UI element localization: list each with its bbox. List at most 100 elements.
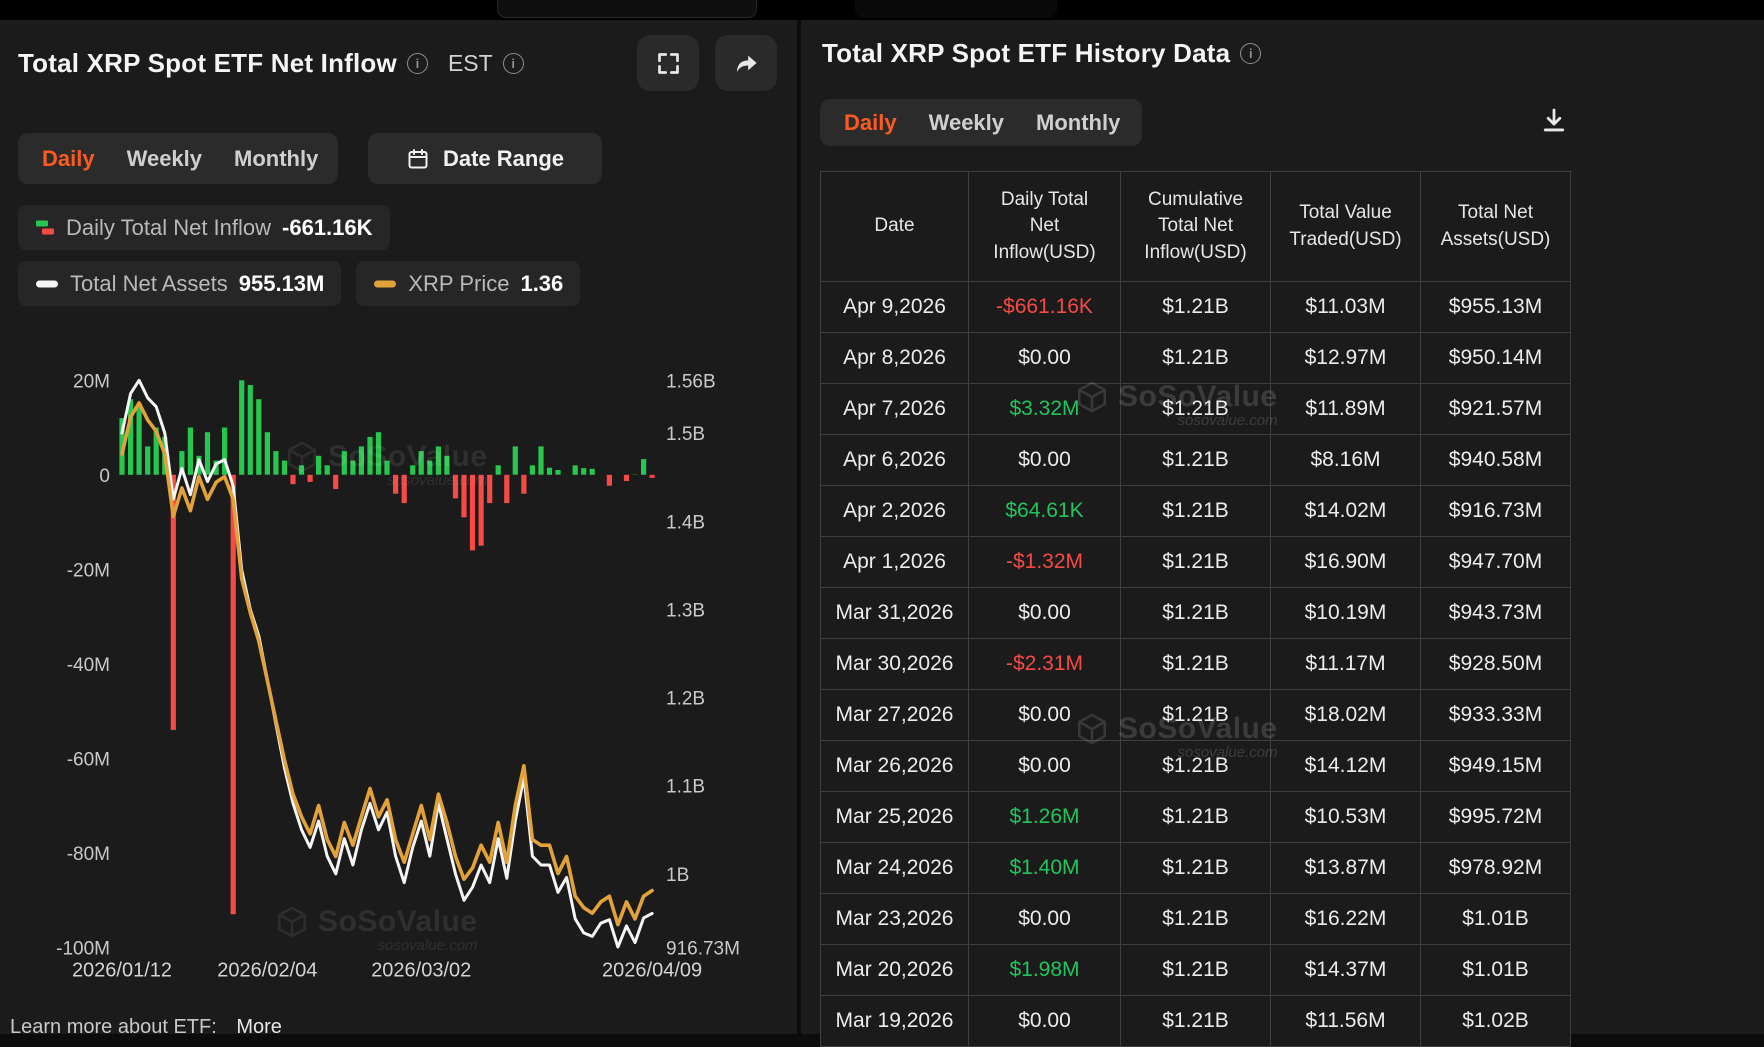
column-header: Total Value Traded(USD) (1271, 172, 1421, 282)
cell-daily-inflow: $3.32M (969, 384, 1121, 435)
chart-tab-weekly[interactable]: Weekly (111, 133, 218, 184)
cell-date: Apr 1,2026 (821, 537, 969, 588)
cell-daily-inflow: $1.40M (969, 843, 1121, 894)
svg-text:2026/02/04: 2026/02/04 (217, 960, 317, 982)
history-header: Total XRP Spot ETF History Data (822, 32, 1261, 74)
inflow-chart-svg[interactable]: 20M0-20M-40M-60M-80M-100M1.56B1.5B1.4B1.… (0, 300, 797, 1034)
table-tab-daily[interactable]: Daily (828, 99, 913, 146)
cell-daily-inflow: $1.26M (969, 792, 1121, 843)
svg-text:2026/03/02: 2026/03/02 (371, 960, 471, 982)
history-title-info-icon[interactable] (1240, 43, 1261, 64)
cell-value-traded: $14.37M (1271, 945, 1421, 996)
cell-value-traded: $16.22M (1271, 894, 1421, 945)
cell-daily-inflow: $64.61K (969, 486, 1121, 537)
cell-value-traded: $18.02M (1271, 690, 1421, 741)
cell-date: Mar 27,2026 (821, 690, 969, 741)
chart-title-info-icon[interactable] (407, 53, 428, 74)
cell-date: Apr 2,2026 (821, 486, 969, 537)
legend-value: 955.13M (239, 271, 325, 297)
cell-net-assets: $949.15M (1421, 741, 1571, 792)
svg-text:1.2B: 1.2B (666, 689, 705, 710)
cell-cumulative-inflow: $1.21B (1121, 333, 1271, 384)
cell-net-assets: $950.14M (1421, 333, 1571, 384)
date-range-label: Date Range (443, 146, 564, 172)
cell-cumulative-inflow: $1.21B (1121, 384, 1271, 435)
cell-cumulative-inflow: $1.21B (1121, 537, 1271, 588)
cell-daily-inflow: $0.00 (969, 996, 1121, 1047)
cell-daily-inflow: -$1.32M (969, 537, 1121, 588)
cell-daily-inflow: $1.98M (969, 945, 1121, 996)
history-title: Total XRP Spot ETF History Data (822, 38, 1230, 69)
cell-net-assets: $1.02B (1421, 996, 1571, 1047)
svg-text:20M: 20M (73, 371, 110, 392)
cell-daily-inflow: $0.00 (969, 588, 1121, 639)
browser-tab-shape (497, 0, 757, 18)
cell-value-traded: $8.16M (1271, 435, 1421, 486)
cell-cumulative-inflow: $1.21B (1121, 894, 1271, 945)
svg-text:1.56B: 1.56B (666, 371, 716, 392)
timezone-info-icon[interactable] (503, 53, 524, 74)
cell-net-assets: $1.01B (1421, 945, 1571, 996)
cell-cumulative-inflow: $1.21B (1121, 588, 1271, 639)
cell-cumulative-inflow: $1.21B (1121, 690, 1271, 741)
cell-net-assets: $947.70M (1421, 537, 1571, 588)
legend-value: -661.16K (282, 215, 373, 241)
cell-date: Mar 30,2026 (821, 639, 969, 690)
chart-tab-daily[interactable]: Daily (26, 133, 111, 184)
svg-text:-20M: -20M (67, 560, 110, 581)
legend-daily-net-inflow[interactable]: Daily Total Net Inflow -661.16K (18, 205, 390, 250)
cell-value-traded: $14.02M (1271, 486, 1421, 537)
chart-panel: Total XRP Spot ETF Net Inflow EST DailyW… (0, 20, 797, 1034)
column-header: Cumulative Total Net Inflow(USD) (1121, 172, 1271, 282)
share-button[interactable] (715, 35, 777, 91)
cell-value-traded: $16.90M (1271, 537, 1421, 588)
cell-net-assets: $978.92M (1421, 843, 1571, 894)
cell-date: Apr 9,2026 (821, 282, 969, 333)
chart-title: Total XRP Spot ETF Net Inflow (18, 48, 397, 79)
svg-text:-80M: -80M (67, 844, 110, 865)
cell-daily-inflow: $0.00 (969, 333, 1121, 384)
legend-label: XRP Price (408, 271, 509, 297)
cell-net-assets: $921.57M (1421, 384, 1571, 435)
cell-cumulative-inflow: $1.21B (1121, 639, 1271, 690)
column-header: Date (821, 172, 969, 282)
cell-value-traded: $14.12M (1271, 741, 1421, 792)
price-legend-icon (373, 280, 397, 288)
cell-value-traded: $10.53M (1271, 792, 1421, 843)
cell-date: Mar 26,2026 (821, 741, 969, 792)
cell-value-traded: $11.56M (1271, 996, 1421, 1047)
cell-date: Apr 6,2026 (821, 435, 969, 486)
download-icon (1540, 106, 1568, 134)
cell-net-assets: $955.13M (1421, 282, 1571, 333)
footer-learn-more: Learn more about ETF: More (10, 1016, 282, 1039)
footer-more-link[interactable]: More (236, 1016, 282, 1038)
cell-daily-inflow: $0.00 (969, 894, 1121, 945)
chart-tab-monthly[interactable]: Monthly (218, 133, 334, 184)
cell-cumulative-inflow: $1.21B (1121, 486, 1271, 537)
legend-value: 1.36 (520, 271, 563, 297)
cell-daily-inflow: -$661.16K (969, 282, 1121, 333)
browser-tab-shape-2 (855, 0, 1057, 18)
date-range-button[interactable]: Date Range (368, 133, 602, 184)
download-button[interactable] (1536, 102, 1572, 138)
chart-legend-row-1: Daily Total Net Inflow -661.16K (18, 205, 390, 250)
cell-value-traded: $10.19M (1271, 588, 1421, 639)
cell-net-assets: $1.01B (1421, 894, 1571, 945)
cell-net-assets: $995.72M (1421, 792, 1571, 843)
legend-label: Total Net Assets (70, 271, 228, 297)
cell-daily-inflow: $0.00 (969, 690, 1121, 741)
cell-net-assets: $916.73M (1421, 486, 1571, 537)
fullscreen-button[interactable] (637, 35, 699, 91)
cell-net-assets: $940.58M (1421, 435, 1571, 486)
footer-text: Learn more about ETF: (10, 1016, 217, 1038)
cell-date: Apr 7,2026 (821, 384, 969, 435)
table-tab-weekly[interactable]: Weekly (913, 99, 1020, 146)
cell-value-traded: $13.87M (1271, 843, 1421, 894)
assets-legend-icon (35, 280, 59, 288)
cell-value-traded: $11.03M (1271, 282, 1421, 333)
inflow-legend-icon (35, 218, 55, 237)
table-tab-monthly[interactable]: Monthly (1020, 99, 1136, 146)
